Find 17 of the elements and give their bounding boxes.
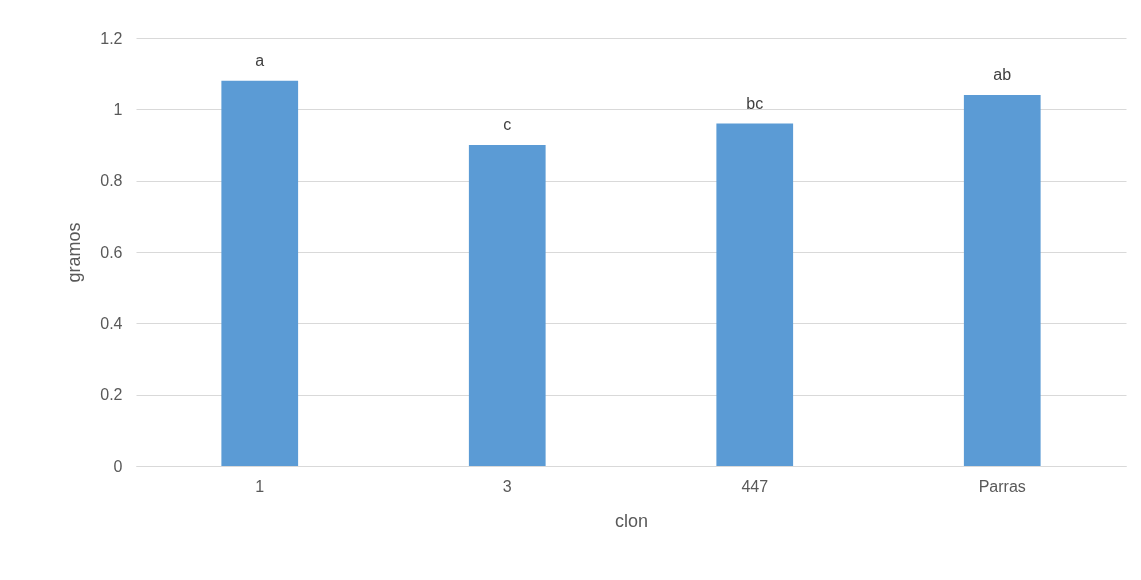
x-tick-label: Parras [978, 477, 1026, 495]
y-tick-label: 0.6 [100, 243, 123, 261]
y-axis-title: gramos [64, 222, 85, 283]
y-tick-label: 0.4 [100, 314, 123, 332]
x-tick-label: 447 [741, 477, 769, 495]
annotation: bc [746, 94, 764, 112]
x-tick-label: 3 [502, 477, 512, 495]
y-tick-label: 0.2 [100, 386, 123, 404]
y-tick-label: 0 [113, 457, 123, 475]
x-axis-title: clon [614, 510, 649, 531]
y-tick-label: 1 [113, 100, 123, 118]
y-tick-label: 0.8 [100, 172, 123, 190]
annotation: ab [993, 66, 1012, 84]
annotation: a [255, 51, 265, 69]
annotation: c [503, 116, 512, 133]
y-tick-label: 1.2 [100, 29, 123, 47]
x-tick-label: 1 [255, 477, 265, 495]
